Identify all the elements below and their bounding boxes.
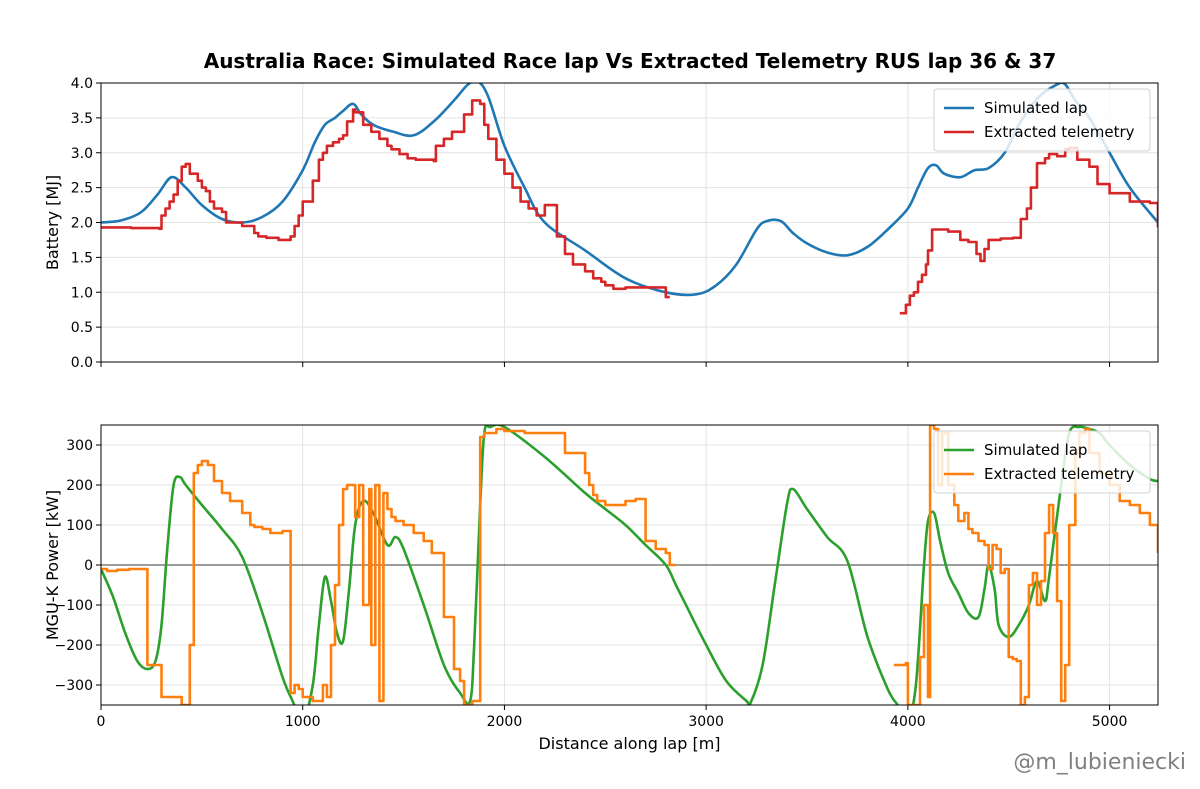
y-tick-label: 1.0 — [71, 285, 93, 301]
series-line-1 — [101, 427, 676, 705]
y-tick-label: 0 — [84, 558, 93, 574]
legend-label: Simulated lap — [984, 441, 1087, 459]
y-tick-label: 0.0 — [71, 355, 93, 371]
legend-label: Extracted telemetry — [984, 123, 1135, 141]
y-tick-label: 0.5 — [71, 320, 93, 336]
legend: Simulated lap Extracted telemetry — [933, 430, 1151, 494]
legend: Simulated lap Extracted telemetry — [933, 88, 1151, 152]
x-tick-label: 0 — [97, 714, 106, 730]
y-tick-label: 300 — [66, 438, 93, 454]
x-tick-label: 2000 — [487, 714, 523, 730]
y-tick-label: 2.0 — [71, 216, 93, 232]
chart-title: Australia Race: Simulated Race lap Vs Ex… — [204, 49, 1057, 73]
series-group — [101, 83, 1158, 315]
y-tick-label: 4.0 — [71, 76, 93, 92]
y-tick-label: −200 — [55, 638, 93, 654]
series-line-0 — [101, 425, 1158, 705]
x-axis-label: Distance along lap [m] — [538, 734, 720, 753]
series-line-1 — [101, 99, 670, 299]
series-line-2 — [899, 146, 1158, 315]
legend-label: Extracted telemetry — [984, 465, 1135, 483]
x-tick-label: 4000 — [890, 714, 926, 730]
y-tick-label: −100 — [55, 598, 93, 614]
y-axis-label: Battery [MJ] — [43, 175, 62, 270]
legend-box — [933, 88, 1151, 152]
y-axis-label: MGU-K Power [kW] — [43, 490, 62, 640]
watermark: @m_lubieniecki — [1013, 750, 1186, 775]
x-tick-label: 1000 — [285, 714, 321, 730]
battery-plot: 0.0 0.5 1.0 1.5 2.0 2.5 3.0 3.5 4.0 Battery [MJ] S… — [43, 76, 1159, 371]
legend-box — [933, 430, 1151, 494]
y-tick-label: −300 — [55, 678, 93, 694]
y-tick-label: 200 — [66, 478, 93, 494]
y-tick-label: 2.5 — [71, 181, 93, 197]
y-tick-label: 1.5 — [71, 250, 93, 266]
y-tick-label: 3.0 — [71, 146, 93, 162]
x-tick-label: 3000 — [688, 714, 724, 730]
x-tick-label: 5000 — [1092, 714, 1128, 730]
y-tick-label: 100 — [66, 518, 93, 534]
y-tick-label: 3.5 — [71, 111, 93, 127]
legend-label: Simulated lap — [984, 99, 1087, 117]
